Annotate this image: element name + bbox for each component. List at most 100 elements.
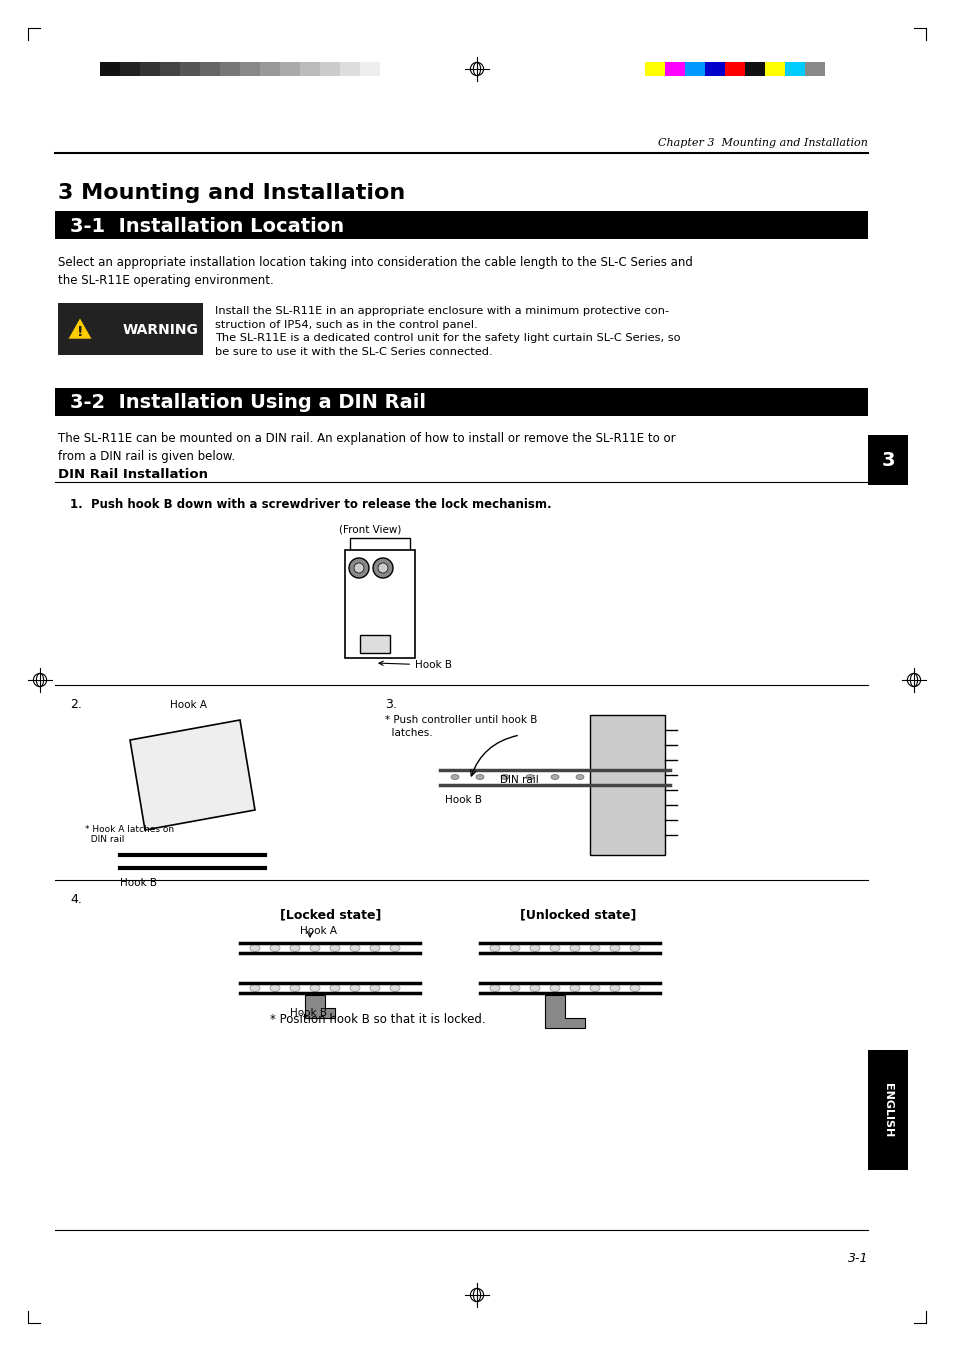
Bar (744, 62, 764, 76)
Bar (140, 62, 160, 76)
Ellipse shape (250, 944, 260, 951)
Polygon shape (544, 994, 584, 1028)
Ellipse shape (290, 985, 299, 992)
Text: !: ! (76, 326, 83, 339)
Ellipse shape (270, 985, 280, 992)
Ellipse shape (390, 944, 399, 951)
Bar (867, 1050, 907, 1170)
Polygon shape (68, 317, 92, 339)
Text: ENGLISH: ENGLISH (882, 1084, 892, 1138)
Ellipse shape (609, 985, 619, 992)
Circle shape (377, 563, 388, 573)
Bar (345, 550, 415, 658)
Ellipse shape (589, 985, 599, 992)
Bar (260, 62, 280, 76)
Ellipse shape (550, 944, 559, 951)
Text: The SL-R11E is a dedicated control unit for the safety light curtain SL-C Series: The SL-R11E is a dedicated control unit … (214, 332, 679, 357)
Bar (704, 62, 724, 76)
Text: (Front View): (Front View) (338, 526, 401, 535)
Text: * Push controller until hook B
  latches.: * Push controller until hook B latches. (385, 715, 537, 738)
Ellipse shape (330, 944, 339, 951)
Text: Hook A: Hook A (299, 925, 336, 936)
Text: The SL-R11E can be mounted on a DIN rail. An explanation of how to install or re: The SL-R11E can be mounted on a DIN rail… (58, 432, 675, 463)
Ellipse shape (500, 774, 509, 780)
Ellipse shape (629, 944, 639, 951)
Ellipse shape (530, 985, 539, 992)
Bar (220, 62, 240, 76)
Text: Hook B: Hook B (444, 794, 481, 805)
Text: [Locked state]: [Locked state] (280, 908, 381, 921)
Ellipse shape (350, 944, 359, 951)
Ellipse shape (510, 985, 519, 992)
Text: 3-2  Installation Using a DIN Rail: 3-2 Installation Using a DIN Rail (70, 393, 426, 412)
Polygon shape (305, 994, 335, 1019)
Ellipse shape (310, 985, 319, 992)
Bar (280, 62, 299, 76)
Ellipse shape (270, 944, 280, 951)
Ellipse shape (625, 774, 634, 780)
Text: 3: 3 (881, 451, 894, 470)
Bar (589, 715, 664, 855)
Text: 3-1  Installation Location: 3-1 Installation Location (70, 216, 344, 235)
Bar (764, 62, 784, 76)
Bar (180, 62, 200, 76)
Text: 3.: 3. (385, 698, 396, 711)
Text: 1.  Push hook B down with a screwdriver to release the lock mechanism.: 1. Push hook B down with a screwdriver t… (70, 499, 551, 511)
Bar (784, 62, 804, 76)
Ellipse shape (250, 985, 260, 992)
Ellipse shape (550, 985, 559, 992)
Text: Chapter 3  Mounting and Installation: Chapter 3 Mounting and Installation (658, 138, 867, 149)
Ellipse shape (490, 944, 499, 951)
Bar (804, 62, 824, 76)
Ellipse shape (490, 985, 499, 992)
Ellipse shape (510, 944, 519, 951)
Text: * Hook A latches on
  DIN rail: * Hook A latches on DIN rail (85, 825, 174, 844)
Ellipse shape (600, 774, 608, 780)
Ellipse shape (589, 944, 599, 951)
Circle shape (354, 563, 364, 573)
Bar (684, 62, 704, 76)
Ellipse shape (569, 985, 579, 992)
Text: DIN Rail Installation: DIN Rail Installation (58, 467, 208, 481)
Ellipse shape (530, 944, 539, 951)
Circle shape (349, 558, 369, 578)
Bar (359, 635, 390, 653)
Ellipse shape (310, 944, 319, 951)
Bar (200, 62, 220, 76)
Ellipse shape (370, 944, 379, 951)
Bar (100, 62, 120, 76)
Text: 2.: 2. (70, 698, 82, 711)
Text: WARNING: WARNING (123, 323, 198, 336)
Bar (55, 211, 867, 239)
Bar (867, 435, 907, 485)
Text: 3-1: 3-1 (846, 1252, 867, 1265)
Bar (120, 62, 140, 76)
Bar (319, 62, 339, 76)
Text: 3 Mounting and Installation: 3 Mounting and Installation (58, 182, 405, 203)
Ellipse shape (609, 944, 619, 951)
Circle shape (373, 558, 393, 578)
Bar (299, 62, 319, 76)
Ellipse shape (290, 944, 299, 951)
Bar (339, 62, 359, 76)
Bar (359, 62, 379, 76)
Text: Select an appropriate installation location taking into consideration the cable : Select an appropriate installation locat… (58, 255, 692, 286)
Polygon shape (130, 720, 254, 830)
Ellipse shape (629, 985, 639, 992)
Bar (58, 303, 203, 355)
Ellipse shape (370, 985, 379, 992)
Ellipse shape (551, 774, 558, 780)
Bar (160, 62, 180, 76)
Text: Install the SL-R11E in an appropriate enclosure with a minimum protective con-
s: Install the SL-R11E in an appropriate en… (214, 305, 668, 330)
Ellipse shape (451, 774, 458, 780)
Bar (379, 62, 399, 76)
Text: 4.: 4. (70, 893, 82, 907)
Bar (664, 62, 684, 76)
Ellipse shape (330, 985, 339, 992)
Text: Hook B: Hook B (378, 661, 452, 670)
Text: [Unlocked state]: [Unlocked state] (519, 908, 636, 921)
Text: Hook B: Hook B (120, 878, 157, 888)
Bar (240, 62, 260, 76)
Ellipse shape (576, 774, 583, 780)
Bar (724, 62, 744, 76)
